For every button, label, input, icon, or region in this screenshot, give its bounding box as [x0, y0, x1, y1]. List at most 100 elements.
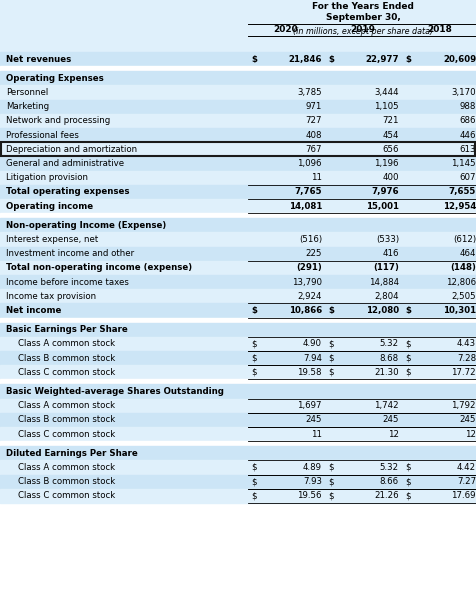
Text: 7.27: 7.27 [457, 477, 476, 486]
Text: $: $ [328, 55, 334, 64]
Text: $: $ [405, 340, 410, 349]
Bar [0, 52, 476, 66]
Text: 1,096: 1,096 [298, 159, 322, 168]
Text: Personnel: Personnel [6, 88, 48, 97]
Text: $: $ [328, 477, 334, 486]
Text: (533): (533) [376, 235, 399, 244]
Text: $: $ [405, 463, 410, 472]
Text: 2,804: 2,804 [375, 292, 399, 300]
Text: (148): (148) [450, 263, 476, 272]
Text: 2019: 2019 [350, 25, 376, 34]
Text: 245: 245 [459, 415, 476, 424]
Bar [0, 413, 476, 427]
Text: 1,792: 1,792 [452, 401, 476, 410]
Text: (516): (516) [299, 235, 322, 244]
Text: (291): (291) [296, 263, 322, 272]
Bar [0, 275, 476, 289]
Text: $: $ [251, 477, 257, 486]
Text: Total operating expenses: Total operating expenses [6, 188, 129, 197]
Text: $: $ [405, 55, 411, 64]
Text: Class B common stock: Class B common stock [18, 477, 115, 486]
Text: 225: 225 [306, 249, 322, 258]
Text: 2020: 2020 [274, 25, 298, 34]
Text: 7,765: 7,765 [295, 188, 322, 197]
Text: Operating Expenses: Operating Expenses [6, 74, 104, 83]
Text: 21.30: 21.30 [375, 368, 399, 377]
Text: Net income: Net income [6, 306, 61, 315]
Bar [0, 71, 476, 85]
Text: 11: 11 [311, 173, 322, 182]
Text: $: $ [251, 492, 257, 501]
Text: Basic Earnings Per Share: Basic Earnings Per Share [6, 325, 128, 334]
Text: 2018: 2018 [427, 25, 452, 34]
Text: 454: 454 [383, 130, 399, 139]
Text: 656: 656 [383, 145, 399, 154]
Text: 4.42: 4.42 [457, 463, 476, 472]
Bar [0, 337, 476, 351]
Text: Class C common stock: Class C common stock [18, 492, 115, 501]
Bar [0, 304, 476, 317]
Bar [0, 427, 476, 441]
Text: 11: 11 [311, 430, 322, 439]
Text: (in millions, except per share data): (in millions, except per share data) [293, 26, 433, 35]
Text: For the Years Ended
September 30,: For the Years Ended September 30, [312, 2, 414, 22]
Text: (612): (612) [453, 235, 476, 244]
Bar [1, 142, 475, 156]
Bar [0, 475, 476, 489]
Bar [0, 385, 476, 398]
Text: 8.66: 8.66 [380, 477, 399, 486]
Text: 446: 446 [459, 130, 476, 139]
Bar [0, 460, 476, 475]
Text: 19.58: 19.58 [298, 368, 322, 377]
Text: Basic Weighted-average Shares Outstanding: Basic Weighted-average Shares Outstandin… [6, 387, 224, 396]
Text: 400: 400 [383, 173, 399, 182]
Text: 3,785: 3,785 [298, 88, 322, 97]
Bar [0, 142, 476, 156]
Text: Income before income taxes: Income before income taxes [6, 278, 129, 287]
Bar [0, 66, 476, 71]
Text: $: $ [251, 368, 257, 377]
Text: $: $ [328, 368, 334, 377]
Text: Class A common stock: Class A common stock [18, 401, 115, 410]
Text: Net revenues: Net revenues [6, 55, 71, 64]
Bar [0, 365, 476, 379]
Bar [0, 85, 476, 100]
Bar [0, 489, 476, 503]
Bar [0, 446, 476, 460]
Text: $: $ [328, 463, 334, 472]
Text: Total non-operating income (expense): Total non-operating income (expense) [6, 263, 192, 272]
Text: 7.94: 7.94 [303, 353, 322, 362]
Text: Marketing: Marketing [6, 102, 49, 111]
Bar [0, 100, 476, 114]
Text: $: $ [251, 306, 257, 315]
Text: 14,884: 14,884 [369, 278, 399, 287]
Text: 20,609: 20,609 [443, 55, 476, 64]
Bar [0, 351, 476, 365]
Text: $: $ [251, 340, 257, 349]
Text: $: $ [328, 492, 334, 501]
Text: 1,742: 1,742 [375, 401, 399, 410]
Bar [0, 171, 476, 185]
Bar [0, 185, 476, 199]
Text: 464: 464 [459, 249, 476, 258]
Text: Network and processing: Network and processing [6, 117, 110, 126]
Text: 727: 727 [306, 117, 322, 126]
Text: Class C common stock: Class C common stock [18, 430, 115, 439]
Bar [0, 246, 476, 261]
Text: $: $ [251, 463, 257, 472]
Bar [0, 317, 476, 323]
Text: 1,105: 1,105 [375, 102, 399, 111]
Text: 21,846: 21,846 [288, 55, 322, 64]
Text: 7.93: 7.93 [303, 477, 322, 486]
Text: $: $ [405, 353, 410, 362]
Text: Interest expense, net: Interest expense, net [6, 235, 98, 244]
Text: Diluted Earnings Per Share: Diluted Earnings Per Share [6, 449, 138, 458]
Text: 3,170: 3,170 [451, 88, 476, 97]
Bar [0, 199, 476, 213]
Text: 1,697: 1,697 [298, 401, 322, 410]
Text: Class B common stock: Class B common stock [18, 353, 115, 362]
Text: Class B common stock: Class B common stock [18, 415, 115, 424]
Text: 14,081: 14,081 [288, 201, 322, 210]
Text: 767: 767 [306, 145, 322, 154]
Text: Depreciation and amortization: Depreciation and amortization [6, 145, 137, 154]
